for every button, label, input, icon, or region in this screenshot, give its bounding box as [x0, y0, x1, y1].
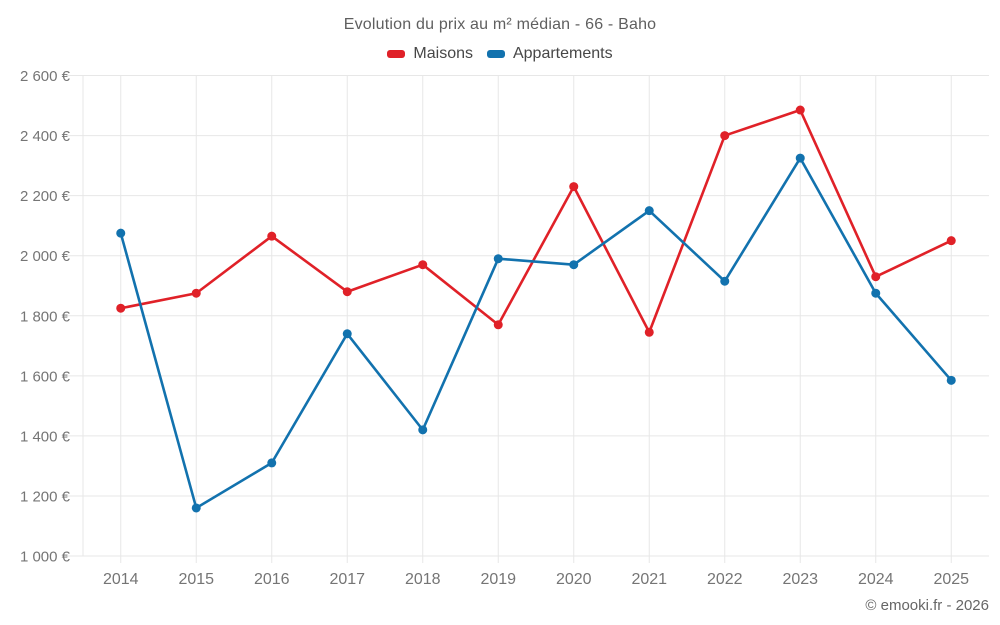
data-point-appartements-2016[interactable] — [267, 458, 277, 468]
chart-legend: Maisons Appartements — [0, 45, 1000, 63]
maisons-series-swatch-icon — [387, 50, 406, 58]
chart-title: Evolution du prix au m² médian - 66 - Ba… — [343, 16, 657, 33]
data-point-maisons-2015[interactable] — [191, 288, 201, 298]
x-axis-label: 2015 — [178, 571, 214, 588]
data-point-appartements-2021[interactable] — [644, 206, 654, 216]
data-point-maisons-2019[interactable] — [493, 320, 503, 330]
data-point-maisons-2022[interactable] — [720, 131, 730, 141]
y-axis-label: 2 600 € — [20, 68, 71, 85]
data-point-appartements-2024[interactable] — [871, 288, 881, 298]
x-axis-label: 2022 — [707, 571, 743, 588]
data-point-appartements-2014[interactable] — [116, 228, 126, 238]
x-axis-label: 2016 — [254, 571, 290, 588]
y-axis-label: 1 200 € — [20, 488, 71, 505]
data-point-maisons-2017[interactable] — [342, 287, 352, 297]
data-point-maisons-2018[interactable] — [418, 260, 428, 270]
y-axis-label: 1 000 € — [20, 549, 71, 566]
y-axis-label: 1 800 € — [20, 308, 71, 325]
legend-label-maisons: Maisons — [413, 45, 473, 62]
data-point-appartements-2022[interactable] — [720, 276, 730, 286]
y-axis-label: 2 400 € — [20, 128, 71, 145]
x-axis-label: 2020 — [556, 571, 592, 588]
data-point-appartements-2017[interactable] — [342, 329, 352, 339]
data-point-appartements-2015[interactable] — [191, 503, 201, 513]
x-axis-label: 2024 — [858, 571, 894, 588]
data-point-maisons-2020[interactable] — [569, 182, 579, 192]
x-axis-label: 2019 — [480, 571, 516, 588]
data-point-appartements-2025[interactable] — [946, 375, 956, 385]
x-axis-label: 2025 — [933, 571, 969, 588]
x-axis-label: 2018 — [405, 571, 441, 588]
data-point-maisons-2014[interactable] — [116, 303, 126, 313]
footer-credit: © emooki.fr - 2026 — [865, 597, 989, 614]
legend-label-appartements: Appartements — [512, 45, 613, 62]
series-line-maisons — [119, 108, 953, 334]
data-point-appartements-2020[interactable] — [569, 260, 579, 270]
legend-item-appartements[interactable]: Appartements — [486, 45, 613, 63]
y-axis-label: 1 400 € — [20, 428, 71, 445]
data-point-appartements-2018[interactable] — [418, 425, 428, 435]
data-point-maisons-2016[interactable] — [267, 231, 277, 241]
x-axis-label: 2014 — [103, 571, 139, 588]
y-axis-label: 1 600 € — [20, 368, 71, 385]
x-axis-label: 2023 — [782, 571, 818, 588]
data-point-maisons-2023[interactable] — [795, 105, 805, 115]
data-point-appartements-2019[interactable] — [493, 254, 503, 264]
data-point-appartements-2023[interactable] — [795, 153, 805, 163]
series-line-appartements — [119, 156, 953, 510]
x-axis-label: 2017 — [329, 571, 365, 588]
y-axis-label: 2 200 € — [20, 188, 71, 205]
x-axis-label: 2021 — [631, 571, 667, 588]
data-point-maisons-2024[interactable] — [871, 272, 881, 282]
y-axis-label: 2 000 € — [20, 248, 71, 265]
appartements-series-swatch-icon — [486, 50, 505, 58]
data-point-maisons-2021[interactable] — [644, 327, 654, 337]
data-point-maisons-2025[interactable] — [946, 236, 956, 246]
legend-item-maisons[interactable]: Maisons — [387, 45, 473, 63]
